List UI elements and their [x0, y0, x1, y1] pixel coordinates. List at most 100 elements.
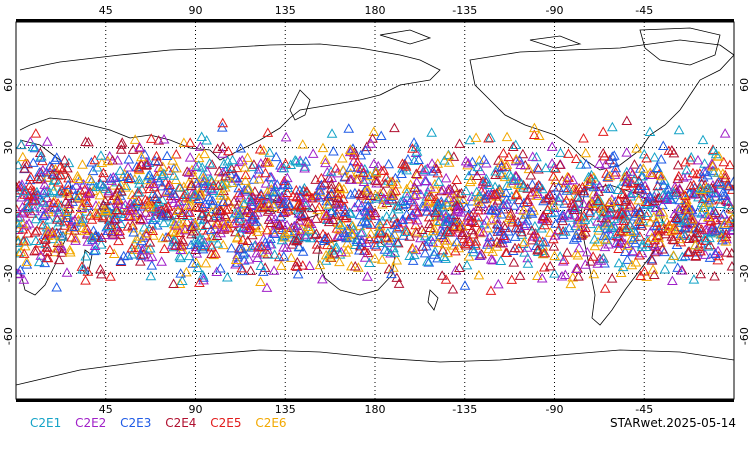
observation-marker — [21, 256, 33, 266]
observation-marker — [97, 212, 109, 222]
observation-marker — [247, 199, 259, 210]
observation-marker — [573, 242, 585, 253]
observation-marker — [148, 178, 160, 188]
observation-marker — [325, 179, 337, 189]
observation-marker — [483, 189, 494, 199]
observation-marker — [64, 203, 75, 213]
observation-marker — [199, 198, 211, 208]
observation-marker — [515, 204, 526, 214]
observation-marker — [447, 283, 459, 294]
observation-marker — [239, 198, 250, 209]
observation-marker — [129, 244, 141, 254]
observation-marker — [668, 147, 680, 158]
observation-marker — [41, 192, 53, 203]
observation-marker — [649, 246, 661, 257]
observation-marker — [265, 217, 277, 228]
observation-marker — [101, 221, 112, 232]
observation-marker — [439, 238, 451, 249]
observation-marker — [423, 191, 435, 201]
lat-tick-label-right: -60 — [738, 327, 750, 345]
observation-marker — [215, 263, 226, 273]
observation-marker — [41, 136, 53, 146]
observation-marker — [691, 247, 703, 257]
observation-marker — [176, 239, 188, 250]
observation-marker — [211, 266, 223, 276]
observation-marker — [514, 154, 525, 165]
observation-marker — [144, 242, 156, 253]
observation-marker — [508, 173, 520, 184]
observation-marker — [125, 172, 136, 183]
observation-marker — [668, 186, 679, 197]
observation-marker — [325, 252, 337, 263]
observation-marker — [332, 192, 344, 203]
observation-marker — [451, 174, 463, 184]
observation-marker — [240, 175, 251, 185]
observation-marker — [411, 146, 423, 156]
observation-marker — [611, 215, 623, 225]
observation-marker — [210, 248, 221, 258]
observation-marker — [243, 182, 255, 193]
observation-marker — [503, 212, 515, 222]
observation-marker — [588, 268, 600, 279]
observation-marker — [673, 124, 685, 135]
observation-marker — [395, 196, 407, 207]
observation-marker — [717, 209, 729, 219]
observation-marker — [62, 179, 74, 190]
observation-marker — [369, 239, 381, 249]
observation-marker — [704, 192, 716, 203]
observation-marker — [599, 219, 611, 230]
observation-marker — [144, 197, 156, 208]
observation-marker — [44, 187, 56, 197]
lat-tick-label-left: -60 — [2, 327, 15, 345]
observation-marker — [644, 216, 656, 227]
observation-marker — [313, 192, 325, 202]
observation-marker — [542, 192, 554, 203]
observation-marker — [365, 228, 377, 238]
observation-marker — [211, 230, 223, 241]
observation-marker — [59, 220, 70, 230]
observation-marker — [24, 190, 36, 200]
observation-marker — [578, 210, 590, 220]
observation-marker — [262, 127, 274, 137]
observation-marker — [589, 233, 600, 244]
observation-marker — [570, 229, 582, 240]
observation-marker — [339, 206, 351, 217]
observation-marker — [407, 143, 418, 153]
observation-marker — [491, 187, 503, 198]
observation-marker — [269, 228, 281, 239]
lon-tick-label-top: -90 — [546, 4, 564, 17]
observation-marker — [173, 217, 185, 228]
observation-marker — [383, 158, 395, 169]
observation-marker — [69, 190, 81, 201]
observation-marker — [115, 185, 127, 196]
observation-marker — [96, 157, 108, 168]
observation-marker — [362, 271, 373, 281]
observation-marker — [30, 194, 42, 205]
observation-marker — [570, 183, 581, 194]
observation-marker — [625, 166, 636, 176]
observation-marker — [311, 228, 322, 238]
observation-marker — [563, 222, 575, 233]
observation-marker — [427, 237, 439, 247]
observation-marker — [515, 159, 527, 170]
observation-marker — [388, 262, 399, 272]
observation-marker — [227, 154, 238, 165]
observation-marker — [208, 180, 219, 190]
observation-marker — [549, 250, 560, 261]
observation-marker — [186, 221, 197, 232]
observation-marker — [107, 154, 118, 165]
observation-marker — [237, 234, 249, 244]
observation-marker — [125, 211, 137, 221]
observation-marker — [621, 254, 633, 264]
observation-marker — [697, 134, 709, 145]
observation-marker — [144, 169, 156, 180]
observation-marker — [579, 214, 591, 224]
observation-marker — [144, 201, 155, 212]
observation-marker — [247, 229, 258, 240]
observation-marker — [176, 234, 188, 244]
observation-marker — [321, 208, 332, 219]
observation-marker — [382, 246, 394, 256]
observation-marker — [376, 254, 388, 264]
observation-marker — [518, 182, 529, 192]
observation-marker — [230, 254, 242, 264]
